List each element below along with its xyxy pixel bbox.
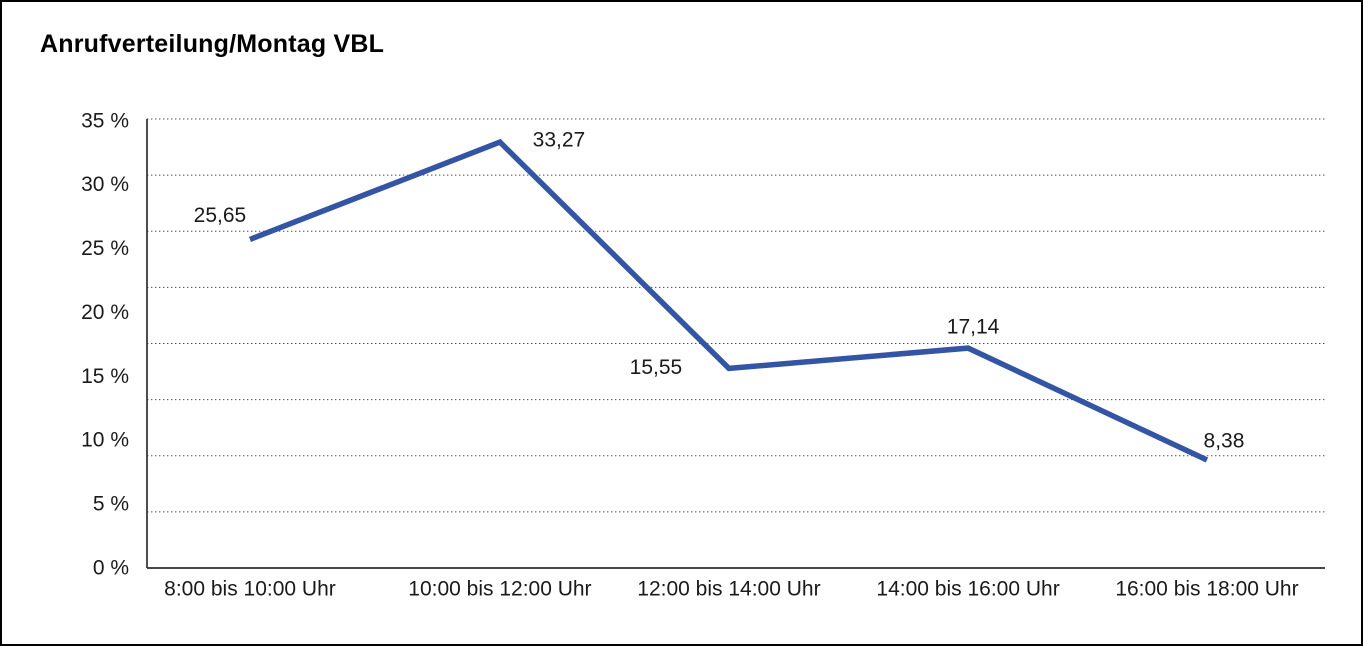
x-category-label: 10:00 bis 12:00 Uhr <box>408 577 591 600</box>
y-tick-label: 5 % <box>93 492 129 515</box>
x-category-label: 12:00 bis 14:00 Uhr <box>637 577 820 600</box>
y-tick-label: 25 % <box>81 237 129 260</box>
y-tick-label: 30 % <box>81 173 129 196</box>
y-tick-label: 35 % <box>81 109 129 132</box>
data-point-label: 33,27 <box>533 128 586 151</box>
data-point-label: 17,14 <box>947 315 1000 338</box>
y-tick-label: 0 % <box>93 556 129 579</box>
data-point-label: 15,55 <box>630 356 683 379</box>
data-line <box>248 138 1209 463</box>
x-category-label: 16:00 bis 18:00 Uhr <box>1115 577 1298 600</box>
y-tick-label: 20 % <box>81 301 129 324</box>
x-category-label: 14:00 bis 16:00 Uhr <box>876 577 1059 600</box>
y-tick-label: 10 % <box>81 429 129 452</box>
y-tick-label: 15 % <box>81 365 129 388</box>
x-category-label: 8:00 bis 10:00 Uhr <box>164 577 336 600</box>
chart-title: Anrufverteilung/Montag VBL <box>40 30 385 58</box>
data-point-label: 8,38 <box>1204 429 1245 452</box>
data-point-label: 25,65 <box>194 204 247 227</box>
